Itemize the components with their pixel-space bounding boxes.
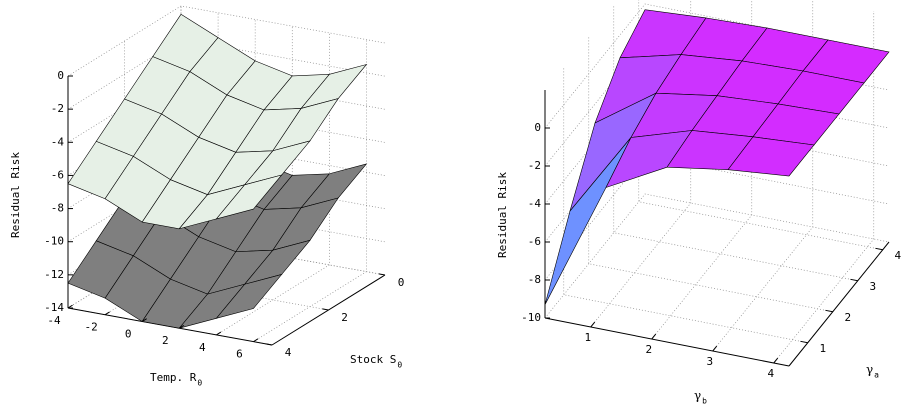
z-tick-label: -8: [51, 202, 64, 215]
z-tick-label: -4: [51, 135, 65, 148]
y-tick-label: 3: [869, 280, 876, 293]
x-tick-label: 3: [706, 355, 713, 368]
axis-line: [788, 241, 890, 367]
z-axis-label: Residual Risk: [9, 152, 22, 238]
y-tick-label: 2: [844, 311, 851, 324]
grid-line: [590, 0, 692, 328]
y-tick-label: 4: [894, 249, 901, 262]
y-tick: [322, 308, 329, 311]
y-tick: [850, 278, 858, 282]
y-tick: [378, 273, 386, 276]
x-tick-label: 1: [584, 331, 591, 344]
x-label-subscript: 0: [197, 379, 202, 388]
surface-patch: [215, 273, 283, 319]
z-tick-label: -10: [44, 235, 64, 248]
x-tick-label: -4: [47, 314, 61, 327]
x-tick: [216, 331, 222, 336]
y-tick-label: 4: [285, 346, 292, 359]
z-tick-label: 0: [534, 121, 541, 134]
z-tick-label: 0: [57, 69, 64, 82]
grid-line: [773, 11, 875, 364]
y-tick-label: 2: [341, 311, 348, 324]
x-label-subscript: b: [702, 397, 707, 406]
x-tick: [179, 324, 185, 329]
surface-patch: [727, 136, 815, 177]
x-tick-label: 2: [645, 343, 652, 356]
grid-line: [712, 0, 814, 352]
x-tick: [104, 311, 110, 316]
y-label-text: Stock S: [350, 353, 396, 366]
y-label-subscript: 0: [397, 361, 402, 370]
z-tick-label: -8: [528, 273, 541, 286]
z-tick-label: -4: [528, 197, 542, 210]
y-label-text: γ: [866, 363, 873, 377]
y-tick: [825, 309, 833, 313]
surface-chart: -14 -12 -10 -8 -6 -4 -2 0 -4 -2 0 2 4 6 0 2 4 Residual Ri…: [9, 5, 405, 388]
x-tick-label: 6: [236, 348, 243, 361]
y-tick: [800, 340, 808, 344]
surface-patch: [215, 174, 283, 220]
z-tick-label: -12: [44, 268, 64, 281]
x-tick-label: 0: [125, 327, 132, 340]
x-tick-label: 4: [767, 367, 774, 380]
x-tick: [651, 333, 657, 340]
y-tick: [875, 247, 883, 251]
y-label-subscript: a: [874, 371, 879, 380]
x-tick: [712, 345, 718, 352]
grid-line: [67, 5, 386, 77]
y-tick-label: 0: [398, 276, 405, 289]
grid-line: [544, 3, 890, 129]
grid-line: [544, 193, 890, 319]
x-label-text: Temp. R: [150, 371, 197, 384]
x-tick-label: 2: [162, 334, 169, 347]
x-tick-label: -2: [84, 321, 97, 334]
y-tick-label: 1: [819, 342, 826, 355]
y-tick: [265, 343, 273, 346]
axis-line: [544, 317, 790, 367]
z-axis-label: Residual Risk: [496, 172, 509, 258]
x-tick: [253, 338, 259, 343]
z-tick-label: -14: [44, 301, 64, 314]
z-tick-label: -2: [528, 159, 541, 172]
x-tick-label: 4: [199, 341, 206, 354]
z-tick-label: -6: [51, 168, 64, 181]
x-label-text: γ: [694, 389, 701, 403]
z-tick-label: -2: [51, 102, 64, 115]
grid-line: [216, 32, 330, 336]
x-tick: [67, 304, 73, 309]
grid-line: [651, 0, 753, 340]
x-tick: [141, 318, 147, 322]
x-tick: [590, 321, 596, 328]
z-tick-label: -10: [521, 311, 541, 324]
z-tick-label: -6: [528, 235, 541, 248]
x-tick: [773, 357, 779, 364]
